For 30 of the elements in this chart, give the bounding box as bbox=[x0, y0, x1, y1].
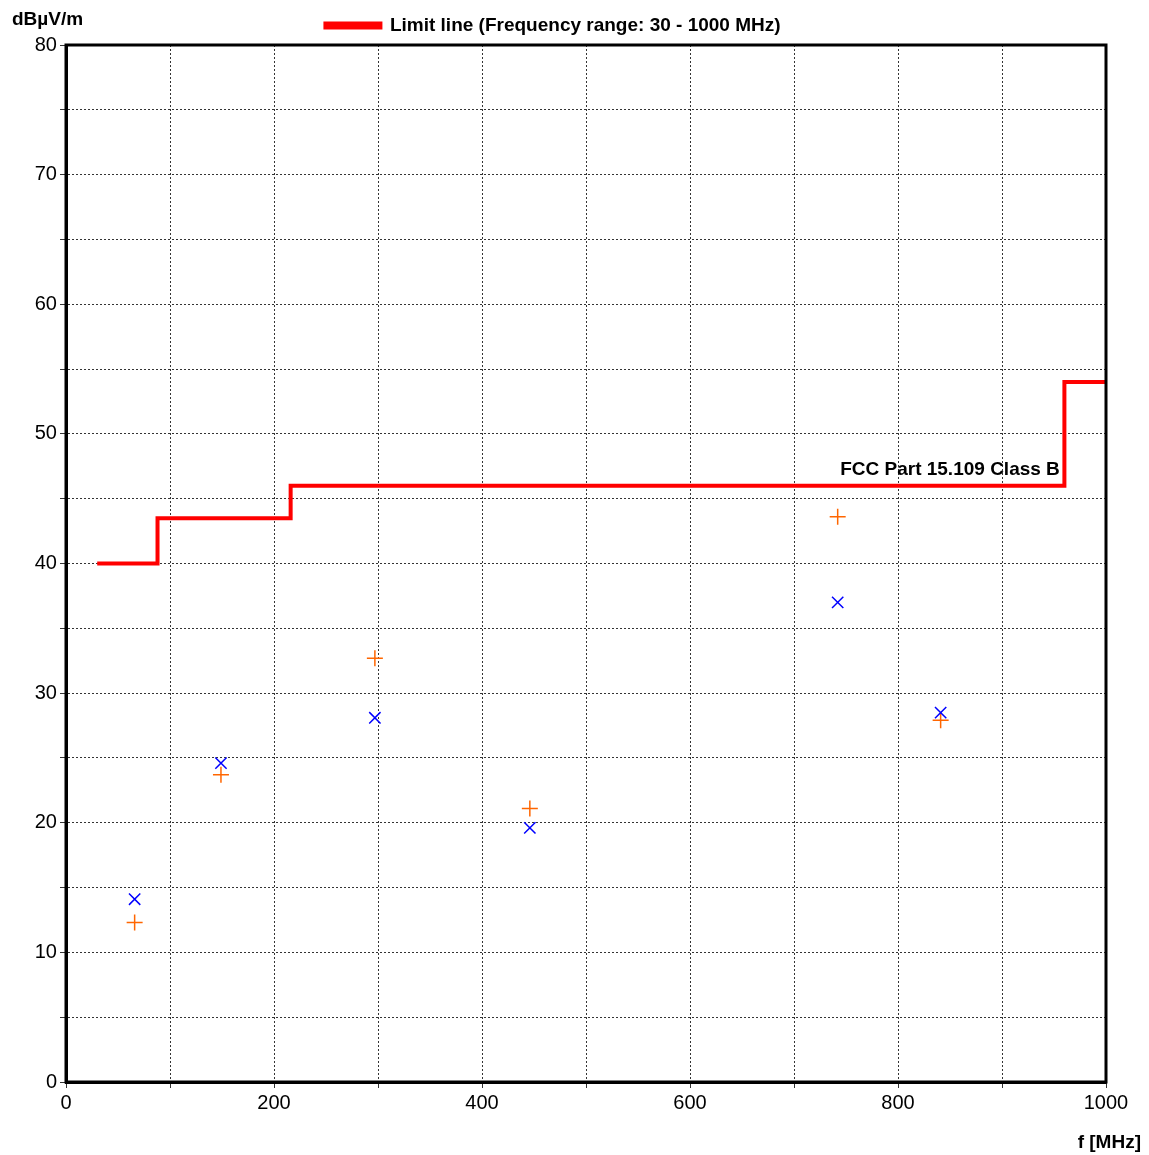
y-tick-label: 20 bbox=[34, 810, 57, 833]
y-tick-label: 30 bbox=[34, 680, 57, 703]
y-tick-label: 70 bbox=[34, 162, 57, 185]
x-tick-label: 1000 bbox=[1083, 1090, 1129, 1113]
point bbox=[366, 649, 384, 667]
point bbox=[828, 508, 847, 526]
point bbox=[125, 913, 144, 932]
x-tick-label: 800 bbox=[881, 1090, 915, 1113]
legend-label: Limit line (Frequency range: 30 - 1000 MHz) bbox=[389, 13, 781, 35]
annotation: FCC Part 15.109 Class B bbox=[840, 458, 1060, 480]
point bbox=[368, 711, 382, 725]
x-tick-label: 200 bbox=[257, 1090, 291, 1113]
y-tick-label: 40 bbox=[34, 551, 57, 574]
point bbox=[128, 892, 142, 906]
x-axis-title: f [MHz] bbox=[1077, 1131, 1141, 1153]
x-tick-label: 0 bbox=[60, 1090, 72, 1113]
point bbox=[214, 756, 228, 770]
y-tick-label: 80 bbox=[34, 32, 57, 55]
point bbox=[212, 766, 230, 784]
point bbox=[523, 821, 537, 835]
y-tick-label: 50 bbox=[34, 421, 57, 444]
y-axis-title: dBµV/m bbox=[12, 8, 84, 30]
x-tick-label: 400 bbox=[465, 1090, 499, 1113]
point bbox=[934, 706, 948, 719]
point bbox=[521, 799, 539, 818]
y-tick-label: 10 bbox=[34, 939, 57, 962]
point bbox=[831, 595, 845, 609]
x-tick-label: 600 bbox=[673, 1090, 707, 1113]
y-tick-label: 0 bbox=[45, 1069, 57, 1092]
y-tick-label: 60 bbox=[34, 291, 57, 314]
